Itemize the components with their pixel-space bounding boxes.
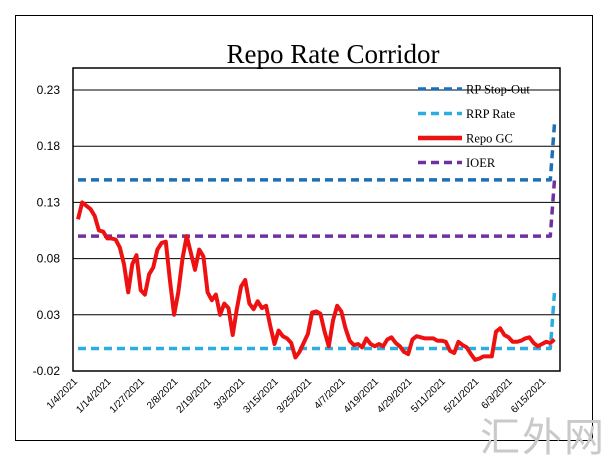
y-tick-label: 0.08 bbox=[37, 252, 61, 266]
legend-label: Repo GC bbox=[466, 132, 513, 146]
y-tick-label: 0.23 bbox=[37, 83, 61, 97]
series-repo-gc bbox=[76, 200, 556, 362]
legend: RP Stop-Out RRP Rate Repo GC IOER bbox=[418, 83, 530, 170]
y-tick-label: 0.18 bbox=[37, 139, 61, 153]
x-tick-label: 4/19/2021 bbox=[342, 376, 382, 416]
chart-frame bbox=[15, 15, 593, 441]
x-tick-label: 3/25/2021 bbox=[275, 376, 315, 416]
x-tick-label: 5/21/2021 bbox=[442, 376, 482, 416]
series-rrp-rate bbox=[78, 290, 559, 351]
x-tick-label: 1/14/2021 bbox=[74, 376, 114, 416]
x-tick-label: 4/29/2021 bbox=[375, 376, 415, 416]
legend-label: IOER bbox=[466, 156, 496, 170]
watermark-logo: 汇外网 bbox=[480, 415, 606, 461]
x-tick-label: 1/27/2021 bbox=[108, 376, 148, 416]
chart-title: Repo Rate Corridor bbox=[227, 39, 440, 69]
y-tick-label: -0.02 bbox=[33, 364, 61, 378]
x-tick-label: 3/15/2021 bbox=[242, 376, 282, 416]
legend-label: RP Stop-Out bbox=[466, 83, 530, 97]
series-rp-stop-out bbox=[78, 121, 559, 182]
y-tick-label: 0.03 bbox=[37, 308, 61, 322]
y-tick-label: 0.13 bbox=[37, 195, 61, 209]
series-ioer bbox=[78, 178, 559, 238]
legend-label: RRP Rate bbox=[466, 107, 516, 121]
x-tick-label: 2/19/2021 bbox=[175, 376, 215, 416]
plot-area-border bbox=[72, 67, 561, 372]
